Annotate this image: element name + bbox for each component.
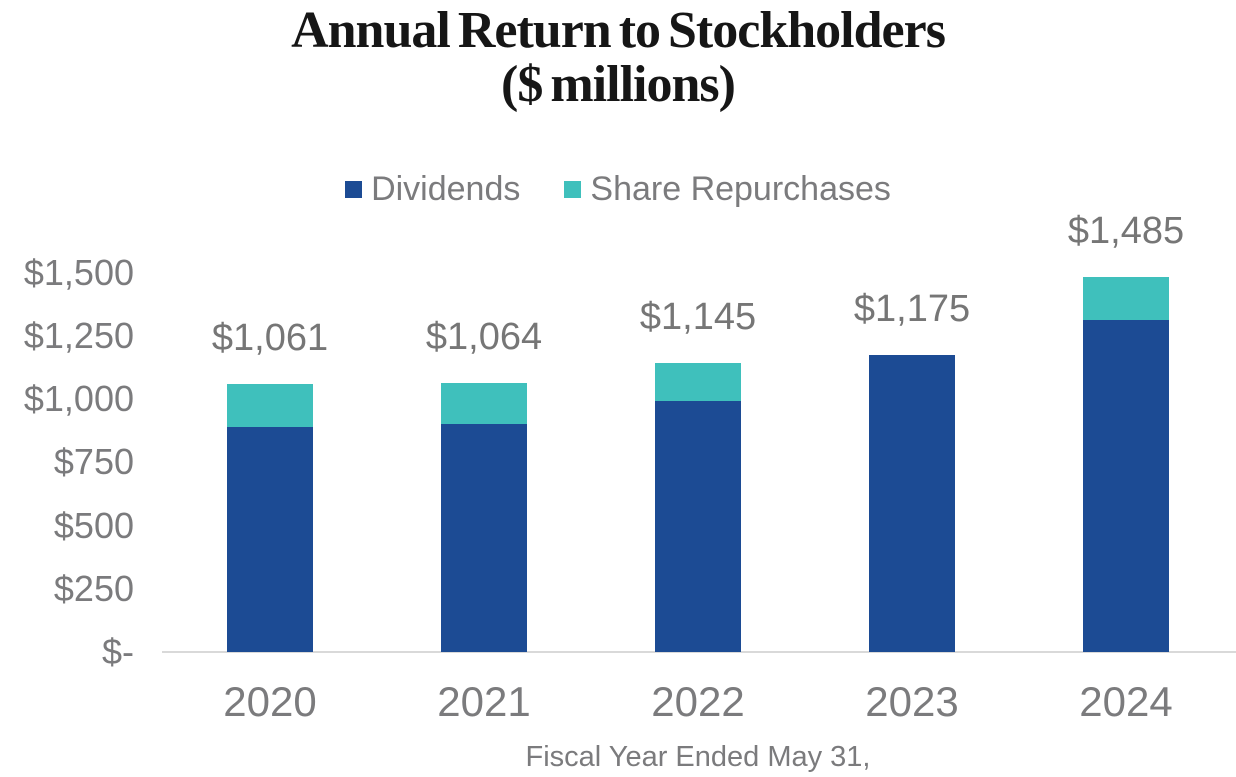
chart-title-line2: ($ millions) bbox=[501, 56, 736, 113]
legend-item-dividends: Dividends bbox=[345, 170, 520, 209]
bar-column-2021: $1,064 bbox=[377, 222, 591, 652]
y-tick-label: $1,500 bbox=[23, 252, 134, 293]
x-axis-line bbox=[162, 651, 1236, 653]
bar-column-2020: $1,061 bbox=[163, 222, 377, 652]
chart-legend: Dividends Share Repurchases bbox=[0, 170, 1236, 209]
bar-column-2024: $1,485 bbox=[1019, 211, 1233, 652]
dividends-segment-2022 bbox=[655, 401, 741, 652]
dividends-segment-2021 bbox=[441, 424, 527, 652]
bar-column-2023: $1,175 bbox=[805, 222, 1019, 652]
share-repurchases-swatch-icon bbox=[564, 181, 582, 198]
dividends-swatch-icon bbox=[345, 181, 363, 198]
x-tick-label-2020: 2020 bbox=[223, 678, 317, 725]
legend-label-dividends: Dividends bbox=[371, 170, 521, 208]
stacked-bar-2023 bbox=[869, 355, 955, 652]
stacked-bar-2021 bbox=[441, 383, 527, 652]
stacked-bar-2022 bbox=[655, 363, 741, 652]
total-data-label-2022: $1,145 bbox=[639, 296, 757, 338]
y-tick-label: $- bbox=[101, 631, 134, 672]
chart-title: Annual Return to Stockholders ($ million… bbox=[0, 4, 1236, 112]
total-data-label-2024: $1,485 bbox=[1067, 210, 1185, 252]
total-data-label-2020: $1,061 bbox=[211, 317, 329, 359]
dividends-segment-2020 bbox=[227, 427, 313, 652]
y-tick-label: $1,250 bbox=[23, 315, 134, 356]
x-tick-label-2024: 2024 bbox=[1079, 678, 1173, 725]
x-axis-title: Fiscal Year Ended May 31, bbox=[525, 741, 871, 773]
legend-label-share-repurchases: Share Repurchases bbox=[590, 170, 891, 208]
dividends-segment-2023 bbox=[869, 355, 955, 652]
share-repurchases-segment-2024 bbox=[1083, 277, 1169, 320]
legend-item-share-repurchases: Share Repurchases bbox=[564, 170, 891, 209]
total-data-label-2021: $1,064 bbox=[425, 316, 543, 358]
y-tick-label: $250 bbox=[53, 568, 134, 609]
stacked-bar-2020 bbox=[227, 384, 313, 652]
y-tick-label: $750 bbox=[53, 441, 134, 482]
share-repurchases-segment-2021 bbox=[441, 383, 527, 424]
share-repurchases-segment-2020 bbox=[227, 384, 313, 427]
dividends-segment-2024 bbox=[1083, 320, 1169, 652]
y-tick-label: $500 bbox=[53, 505, 134, 546]
total-data-label-2023: $1,175 bbox=[853, 288, 971, 330]
x-tick-label-2023: 2023 bbox=[865, 678, 959, 725]
x-tick-label-2021: 2021 bbox=[437, 678, 531, 725]
x-tick-label-2022: 2022 bbox=[651, 678, 745, 725]
chart-title-line1: Annual Return to Stockholders bbox=[291, 2, 946, 59]
bar-column-2022: $1,145 bbox=[591, 222, 805, 652]
y-tick-label: $1,000 bbox=[23, 378, 134, 419]
share-repurchases-segment-2022 bbox=[655, 363, 741, 401]
stacked-bar-2024 bbox=[1083, 277, 1169, 652]
